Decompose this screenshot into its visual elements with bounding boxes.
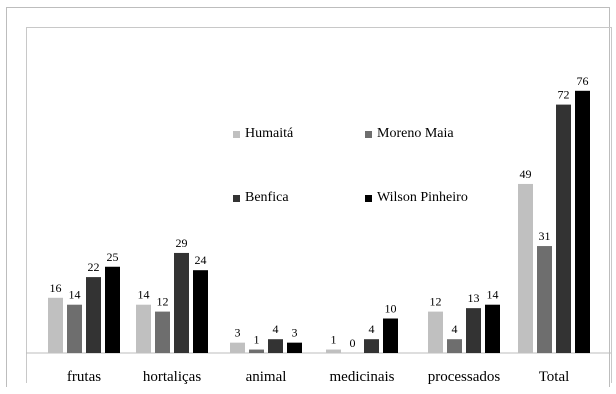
category-label: Total bbox=[539, 369, 570, 385]
data-label: 13 bbox=[468, 291, 480, 305]
bar bbox=[447, 339, 462, 353]
bar bbox=[193, 270, 208, 353]
bar bbox=[174, 252, 189, 353]
category-label: medicinais bbox=[330, 369, 395, 385]
plot-area-border bbox=[26, 27, 612, 383]
bar bbox=[268, 339, 283, 353]
bar bbox=[518, 183, 533, 353]
bar bbox=[86, 277, 101, 353]
bar bbox=[485, 304, 500, 353]
bar bbox=[136, 304, 151, 353]
data-label: 3 bbox=[235, 326, 241, 340]
bar bbox=[428, 311, 443, 353]
category-label: frutas bbox=[67, 369, 101, 385]
bar bbox=[383, 318, 398, 353]
data-label: 14 bbox=[487, 288, 499, 302]
data-label: 76 bbox=[577, 74, 589, 88]
data-label: 1 bbox=[254, 333, 260, 347]
data-label: 14 bbox=[138, 288, 150, 302]
category-label: animal bbox=[246, 369, 287, 385]
data-label: 72 bbox=[558, 88, 570, 102]
chart-frame bbox=[6, 7, 610, 387]
bar bbox=[364, 339, 379, 353]
data-label: 4 bbox=[369, 322, 375, 336]
data-label: 1 bbox=[331, 333, 337, 347]
bar bbox=[575, 90, 590, 354]
data-label: 24 bbox=[195, 253, 207, 267]
data-label: 4 bbox=[273, 322, 279, 336]
category-label: hortaliças bbox=[143, 369, 201, 385]
data-label: 4 bbox=[452, 322, 458, 336]
bar bbox=[287, 342, 302, 353]
data-label: 22 bbox=[88, 260, 100, 274]
bar bbox=[48, 297, 63, 353]
bar bbox=[105, 266, 120, 353]
bar bbox=[249, 349, 264, 353]
bar bbox=[326, 349, 341, 353]
data-label: 12 bbox=[430, 295, 442, 309]
data-label: 29 bbox=[176, 236, 188, 250]
data-label: 3 bbox=[292, 326, 298, 340]
bar bbox=[537, 246, 552, 353]
bar bbox=[556, 104, 571, 353]
bar bbox=[67, 304, 82, 353]
data-label: 31 bbox=[539, 229, 551, 243]
bar bbox=[155, 311, 170, 353]
data-label: 0 bbox=[350, 336, 356, 350]
data-label: 25 bbox=[107, 250, 119, 264]
data-label: 16 bbox=[50, 281, 62, 295]
data-label: 49 bbox=[520, 167, 532, 181]
data-label: 14 bbox=[69, 288, 81, 302]
data-label: 12 bbox=[157, 295, 169, 309]
category-label: processados bbox=[428, 369, 501, 385]
data-label: 10 bbox=[385, 302, 397, 316]
bar bbox=[466, 308, 481, 353]
bar bbox=[230, 342, 245, 353]
